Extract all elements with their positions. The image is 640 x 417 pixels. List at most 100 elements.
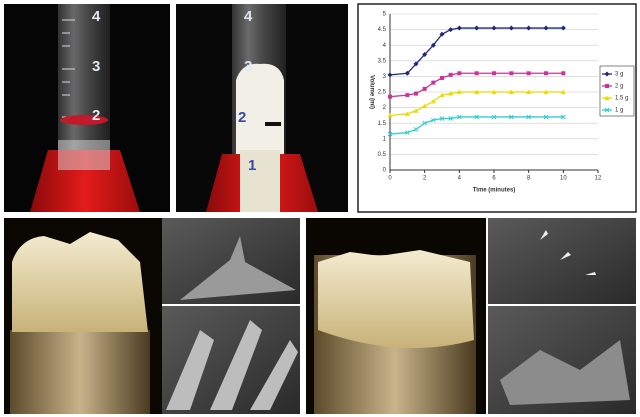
data-point — [414, 91, 418, 96]
data-point — [404, 130, 410, 135]
data-point — [456, 25, 462, 31]
data-point — [422, 86, 427, 91]
legend-marker — [604, 107, 610, 113]
data-point — [422, 103, 428, 109]
y-tick-label: 0.5 — [378, 152, 387, 158]
legend-marker — [604, 95, 610, 100]
data-point — [491, 89, 497, 94]
data-point — [456, 114, 462, 120]
data-point — [422, 52, 428, 58]
tube-mark: 3 — [244, 58, 252, 75]
data-point — [413, 61, 419, 67]
legend-marker — [605, 84, 609, 88]
data-point — [430, 98, 436, 104]
data-point — [387, 131, 393, 137]
data-point — [457, 71, 462, 76]
tube-mark: 4 — [92, 8, 101, 25]
legend-label: 1 g — [615, 108, 623, 114]
chart-frame — [357, 3, 637, 213]
data-point — [448, 27, 454, 33]
data-point — [404, 70, 410, 76]
y-tick-label: 1 — [383, 136, 387, 142]
y-tick-label: 2 — [383, 105, 387, 111]
x-axis-label: Time (minutes) — [473, 188, 516, 194]
data-point — [413, 108, 419, 113]
y-tick-label: 4 — [383, 43, 387, 49]
series-line — [389, 91, 564, 117]
tube-mark: 4 — [244, 8, 253, 25]
x-tick-label: 0 — [388, 176, 392, 182]
data-point — [491, 114, 497, 120]
legend-label: 2 g — [615, 84, 623, 90]
tube-mark: 2 — [92, 107, 100, 124]
data-point — [440, 75, 444, 80]
data-point — [431, 80, 436, 85]
tube-mark: 2 — [238, 109, 246, 126]
data-point — [474, 25, 480, 31]
data-point — [439, 116, 445, 121]
data-point — [543, 114, 549, 120]
chart: 0 0.5 1 1.5 2 2.5 3 3.5 4 4.5 5 0 2 4 6 8 10 12 Time (minu… — [368, 12, 635, 194]
data-point — [404, 111, 410, 116]
tube-mark: 3 — [92, 58, 100, 75]
legend-label: 1.5 g — [615, 96, 628, 102]
data-point — [388, 94, 392, 99]
photo-tube-foam: 4 3 2 1 — [176, 4, 348, 212]
y-tick-label: 4.5 — [378, 27, 387, 33]
data-point — [387, 72, 393, 78]
x-tick-label: 12 — [595, 176, 602, 182]
data-point — [561, 71, 566, 76]
x-tick-label: 8 — [527, 176, 531, 182]
data-point — [439, 92, 445, 98]
data-point — [439, 31, 445, 37]
legend-box — [599, 65, 635, 117]
data-point — [526, 89, 532, 94]
data-point — [430, 42, 436, 48]
y-tick-label: 3 — [383, 74, 387, 80]
data-point — [509, 71, 514, 76]
photo-tube-empty: 4 3 2 — [4, 4, 170, 212]
data-point — [543, 89, 549, 94]
data-point — [405, 93, 410, 98]
y-tick-label: 0 — [383, 168, 387, 174]
data-point — [526, 25, 532, 31]
y-axis-label: Volume (ml) — [368, 75, 374, 109]
data-point — [474, 71, 479, 76]
tube-mark: 1 — [248, 157, 256, 174]
data-point — [560, 25, 566, 31]
data-point — [491, 25, 497, 31]
data-point — [508, 114, 514, 120]
y-tick-label: 2.5 — [378, 90, 387, 96]
data-point — [526, 114, 532, 120]
photo-gel-right — [306, 218, 636, 414]
data-point — [544, 71, 548, 76]
data-point — [492, 71, 496, 76]
x-tick-label: 4 — [458, 176, 462, 182]
data-point — [387, 112, 393, 118]
data-point — [526, 71, 531, 76]
y-tick-label: 3.5 — [378, 58, 387, 64]
legend-marker — [604, 71, 610, 77]
data-point — [543, 25, 549, 31]
x-tick-label: 6 — [492, 176, 496, 182]
data-point — [474, 114, 480, 120]
data-point — [448, 72, 453, 77]
data-point — [456, 89, 462, 94]
data-point — [430, 117, 436, 123]
data-point — [508, 89, 514, 94]
y-tick-label: 5 — [383, 12, 387, 18]
x-tick-label: 10 — [560, 176, 567, 182]
data-point — [560, 89, 566, 94]
data-point — [474, 89, 480, 94]
data-point — [448, 91, 454, 96]
x-tick-label: 2 — [423, 176, 427, 182]
data-point — [413, 127, 419, 132]
data-point — [422, 120, 428, 126]
data-point — [560, 114, 566, 120]
series-line — [389, 27, 564, 76]
legend-label: 3 g — [615, 72, 623, 78]
y-tick-label: 1.5 — [378, 121, 387, 127]
data-point — [508, 25, 514, 31]
data-point — [448, 116, 454, 121]
